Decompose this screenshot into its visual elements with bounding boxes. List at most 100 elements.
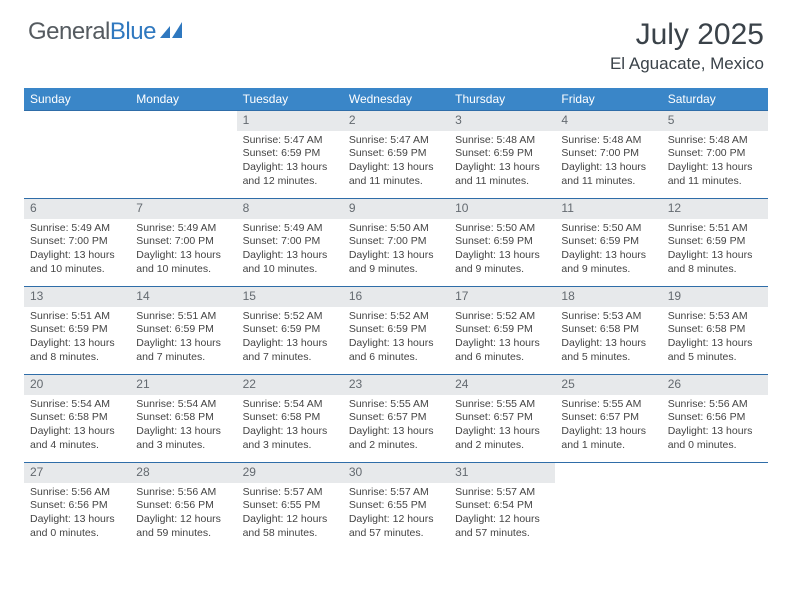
day-details: Sunrise: 5:55 AMSunset: 6:57 PMDaylight:… xyxy=(343,395,449,457)
calendar-cell: 8Sunrise: 5:49 AMSunset: 7:00 PMDaylight… xyxy=(237,199,343,287)
day-details: Sunrise: 5:51 AMSunset: 6:59 PMDaylight:… xyxy=(662,219,768,281)
calendar-cell: 1Sunrise: 5:47 AMSunset: 6:59 PMDaylight… xyxy=(237,111,343,199)
title-block: July 2025 El Aguacate, Mexico xyxy=(610,18,764,74)
sunset-line: Sunset: 6:58 PM xyxy=(668,323,762,337)
day-details: Sunrise: 5:48 AMSunset: 6:59 PMDaylight:… xyxy=(449,131,555,193)
sunrise-line: Sunrise: 5:47 AM xyxy=(243,134,337,148)
day-number: 12 xyxy=(662,199,768,219)
daylight-line: Daylight: 12 hours and 59 minutes. xyxy=(136,513,230,540)
daylight-line: Daylight: 13 hours and 12 minutes. xyxy=(243,161,337,188)
sunrise-line: Sunrise: 5:57 AM xyxy=(243,486,337,500)
daylight-line: Daylight: 13 hours and 10 minutes. xyxy=(243,249,337,276)
calendar-row: 6Sunrise: 5:49 AMSunset: 7:00 PMDaylight… xyxy=(24,199,768,287)
day-details: Sunrise: 5:50 AMSunset: 6:59 PMDaylight:… xyxy=(449,219,555,281)
sunrise-line: Sunrise: 5:48 AM xyxy=(668,134,762,148)
sunrise-line: Sunrise: 5:54 AM xyxy=(30,398,124,412)
sunrise-line: Sunrise: 5:50 AM xyxy=(455,222,549,236)
daylight-line: Daylight: 13 hours and 6 minutes. xyxy=(349,337,443,364)
sunset-line: Sunset: 6:59 PM xyxy=(455,147,549,161)
daylight-line: Daylight: 13 hours and 9 minutes. xyxy=(455,249,549,276)
day-number: 26 xyxy=(662,375,768,395)
daylight-line: Daylight: 13 hours and 1 minute. xyxy=(561,425,655,452)
calendar-cell: 28Sunrise: 5:56 AMSunset: 6:56 PMDayligh… xyxy=(130,463,236,551)
day-number: 9 xyxy=(343,199,449,219)
calendar-header-row: SundayMondayTuesdayWednesdayThursdayFrid… xyxy=(24,88,768,111)
calendar-cell: 11Sunrise: 5:50 AMSunset: 6:59 PMDayligh… xyxy=(555,199,661,287)
weekday-header: Wednesday xyxy=(343,88,449,111)
day-number: 17 xyxy=(449,287,555,307)
daylight-line: Daylight: 13 hours and 11 minutes. xyxy=(561,161,655,188)
sunset-line: Sunset: 6:56 PM xyxy=(668,411,762,425)
day-details: Sunrise: 5:48 AMSunset: 7:00 PMDaylight:… xyxy=(662,131,768,193)
location-subtitle: El Aguacate, Mexico xyxy=(610,54,764,74)
calendar-cell: 20Sunrise: 5:54 AMSunset: 6:58 PMDayligh… xyxy=(24,375,130,463)
day-details: Sunrise: 5:56 AMSunset: 6:56 PMDaylight:… xyxy=(662,395,768,457)
sunrise-line: Sunrise: 5:56 AM xyxy=(30,486,124,500)
day-details: Sunrise: 5:51 AMSunset: 6:59 PMDaylight:… xyxy=(130,307,236,369)
weekday-header: Saturday xyxy=(662,88,768,111)
sunrise-line: Sunrise: 5:48 AM xyxy=(561,134,655,148)
sunrise-line: Sunrise: 5:52 AM xyxy=(349,310,443,324)
sunset-line: Sunset: 6:58 PM xyxy=(30,411,124,425)
day-details: Sunrise: 5:47 AMSunset: 6:59 PMDaylight:… xyxy=(237,131,343,193)
sunrise-line: Sunrise: 5:56 AM xyxy=(136,486,230,500)
daylight-line: Daylight: 13 hours and 11 minutes. xyxy=(455,161,549,188)
calendar-cell xyxy=(24,111,130,199)
daylight-line: Daylight: 13 hours and 10 minutes. xyxy=(30,249,124,276)
daylight-line: Daylight: 13 hours and 6 minutes. xyxy=(455,337,549,364)
logo-text: GeneralBlue xyxy=(28,18,156,46)
sunrise-line: Sunrise: 5:57 AM xyxy=(455,486,549,500)
sunset-line: Sunset: 6:57 PM xyxy=(349,411,443,425)
day-number: 20 xyxy=(24,375,130,395)
month-title: July 2025 xyxy=(610,18,764,52)
day-details: Sunrise: 5:54 AMSunset: 6:58 PMDaylight:… xyxy=(24,395,130,457)
day-details: Sunrise: 5:55 AMSunset: 6:57 PMDaylight:… xyxy=(555,395,661,457)
sunrise-line: Sunrise: 5:52 AM xyxy=(243,310,337,324)
sunset-line: Sunset: 7:00 PM xyxy=(136,235,230,249)
day-details: Sunrise: 5:54 AMSunset: 6:58 PMDaylight:… xyxy=(130,395,236,457)
sunset-line: Sunset: 7:00 PM xyxy=(668,147,762,161)
calendar-cell: 24Sunrise: 5:55 AMSunset: 6:57 PMDayligh… xyxy=(449,375,555,463)
day-number: 23 xyxy=(343,375,449,395)
calendar-body: 1Sunrise: 5:47 AMSunset: 6:59 PMDaylight… xyxy=(24,111,768,551)
day-number: 4 xyxy=(555,111,661,131)
sunset-line: Sunset: 6:54 PM xyxy=(455,499,549,513)
sunrise-line: Sunrise: 5:54 AM xyxy=(136,398,230,412)
day-details: Sunrise: 5:57 AMSunset: 6:54 PMDaylight:… xyxy=(449,483,555,545)
calendar-cell: 29Sunrise: 5:57 AMSunset: 6:55 PMDayligh… xyxy=(237,463,343,551)
daylight-line: Daylight: 13 hours and 0 minutes. xyxy=(30,513,124,540)
day-number: 24 xyxy=(449,375,555,395)
day-details: Sunrise: 5:49 AMSunset: 7:00 PMDaylight:… xyxy=(237,219,343,281)
sunset-line: Sunset: 6:59 PM xyxy=(349,323,443,337)
calendar-cell xyxy=(555,463,661,551)
weekday-header: Sunday xyxy=(24,88,130,111)
sunrise-line: Sunrise: 5:49 AM xyxy=(30,222,124,236)
daylight-line: Daylight: 12 hours and 57 minutes. xyxy=(455,513,549,540)
sunrise-line: Sunrise: 5:55 AM xyxy=(455,398,549,412)
calendar-cell: 9Sunrise: 5:50 AMSunset: 7:00 PMDaylight… xyxy=(343,199,449,287)
day-number: 14 xyxy=(130,287,236,307)
day-number: 7 xyxy=(130,199,236,219)
day-number: 29 xyxy=(237,463,343,483)
calendar-cell: 26Sunrise: 5:56 AMSunset: 6:56 PMDayligh… xyxy=(662,375,768,463)
day-number: 15 xyxy=(237,287,343,307)
day-number: 13 xyxy=(24,287,130,307)
day-number: 25 xyxy=(555,375,661,395)
day-details: Sunrise: 5:51 AMSunset: 6:59 PMDaylight:… xyxy=(24,307,130,369)
logo-sail-icon xyxy=(160,20,182,38)
sunset-line: Sunset: 6:59 PM xyxy=(455,323,549,337)
daylight-line: Daylight: 13 hours and 4 minutes. xyxy=(30,425,124,452)
sunset-line: Sunset: 6:58 PM xyxy=(561,323,655,337)
day-number: 31 xyxy=(449,463,555,483)
day-number: 6 xyxy=(24,199,130,219)
day-number: 27 xyxy=(24,463,130,483)
daylight-line: Daylight: 13 hours and 9 minutes. xyxy=(561,249,655,276)
day-details: Sunrise: 5:47 AMSunset: 6:59 PMDaylight:… xyxy=(343,131,449,193)
calendar-cell: 18Sunrise: 5:53 AMSunset: 6:58 PMDayligh… xyxy=(555,287,661,375)
day-details: Sunrise: 5:57 AMSunset: 6:55 PMDaylight:… xyxy=(343,483,449,545)
calendar-cell: 15Sunrise: 5:52 AMSunset: 6:59 PMDayligh… xyxy=(237,287,343,375)
day-details: Sunrise: 5:49 AMSunset: 7:00 PMDaylight:… xyxy=(24,219,130,281)
day-number: 10 xyxy=(449,199,555,219)
daylight-line: Daylight: 13 hours and 3 minutes. xyxy=(243,425,337,452)
daylight-line: Daylight: 13 hours and 2 minutes. xyxy=(349,425,443,452)
